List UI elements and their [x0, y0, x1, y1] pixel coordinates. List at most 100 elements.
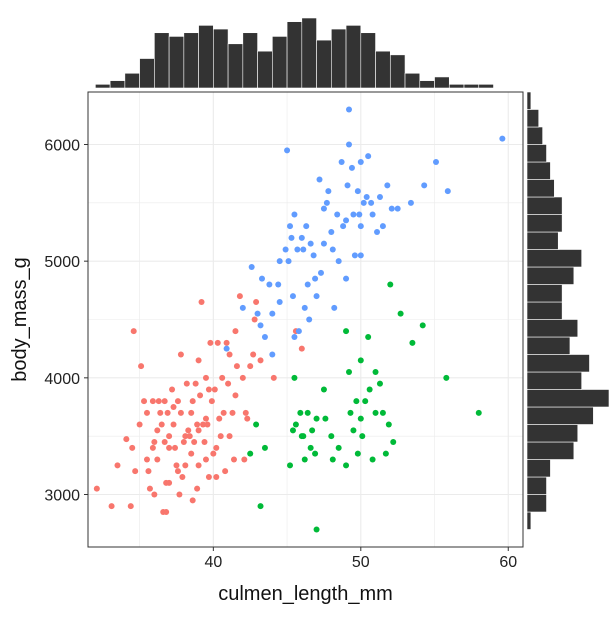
top-histogram-bar [389, 54, 406, 89]
data-point [266, 281, 273, 288]
data-point [257, 503, 264, 510]
data-point [376, 194, 383, 200]
data-point [366, 386, 373, 393]
data-point [359, 433, 366, 440]
data-point [145, 468, 152, 475]
data-point [202, 374, 209, 381]
data-point [379, 223, 386, 230]
data-point [292, 421, 299, 428]
scatter-points [93, 106, 506, 533]
data-point [223, 339, 230, 346]
right-histogram-bar [526, 459, 551, 478]
data-point [114, 462, 121, 469]
data-point [419, 322, 426, 329]
data-point [248, 264, 255, 270]
data-point [312, 450, 319, 457]
right-histogram-bar [526, 511, 532, 530]
data-point [149, 398, 156, 405]
right-histogram-bar [526, 389, 610, 408]
data-point [257, 322, 264, 329]
data-point [357, 223, 364, 230]
data-point [211, 386, 218, 393]
data-point [186, 433, 193, 440]
data-point [204, 421, 211, 428]
data-point [356, 211, 363, 218]
data-point [307, 240, 314, 247]
data-point [170, 404, 177, 410]
right-histogram-bar [526, 214, 563, 233]
data-point [322, 415, 329, 422]
data-point [295, 328, 302, 335]
data-point [374, 229, 381, 235]
data-point [154, 427, 161, 434]
data-point [289, 427, 296, 434]
data-point [170, 421, 177, 428]
data-point [421, 182, 428, 189]
data-point [164, 409, 171, 416]
x-tick-label: 60 [499, 554, 517, 571]
data-point [173, 462, 180, 469]
data-point [338, 159, 345, 165]
data-point [362, 398, 369, 405]
data-point [499, 135, 506, 142]
x-tick-label: 40 [204, 554, 222, 571]
data-point [297, 409, 304, 416]
data-point [300, 246, 307, 253]
data-point [138, 363, 145, 370]
right-histogram-bar [526, 179, 555, 198]
y-axis-label: body_mass_g [9, 257, 31, 382]
data-point [161, 439, 168, 445]
data-point [347, 409, 354, 416]
data-point [270, 374, 277, 381]
data-point [269, 351, 276, 358]
right-histogram-bar [526, 336, 571, 355]
data-point [376, 380, 383, 387]
data-point [214, 339, 221, 346]
data-point [250, 351, 257, 358]
top-histogram-bar [95, 84, 111, 89]
data-point [369, 211, 376, 218]
data-point [350, 211, 357, 218]
data-point [232, 392, 239, 399]
data-point [372, 409, 379, 416]
data-point [257, 357, 264, 364]
data-point [344, 182, 351, 189]
data-point [201, 439, 208, 445]
data-point [188, 450, 195, 457]
data-point [261, 444, 268, 451]
right-histogram-bar [526, 406, 594, 425]
data-point [310, 252, 317, 259]
right-histogram-bar [526, 441, 575, 460]
data-point [183, 380, 190, 387]
top-histogram-bar [448, 84, 465, 89]
data-point [261, 334, 268, 340]
data-point [149, 444, 156, 451]
data-point [225, 380, 232, 387]
top-histogram-bar [242, 32, 258, 89]
top-histogram-bar [345, 25, 362, 89]
data-point [348, 164, 355, 171]
data-point [346, 141, 352, 148]
data-point [254, 310, 261, 317]
data-point [195, 427, 202, 434]
data-point [172, 444, 178, 451]
x-axis: 40 50 60 [204, 547, 517, 571]
data-point [244, 415, 251, 422]
data-point [306, 316, 313, 323]
data-point [328, 229, 335, 235]
data-point [397, 310, 404, 317]
data-point [129, 444, 136, 451]
data-point [313, 415, 320, 422]
data-point [191, 439, 198, 445]
plot-panel-border [87, 91, 524, 548]
data-point [301, 456, 308, 463]
data-point [220, 409, 227, 416]
data-point [141, 398, 148, 405]
data-point [241, 456, 248, 463]
y-tick-label: 6000 [44, 138, 80, 155]
data-point [351, 252, 358, 259]
data-point [161, 398, 168, 405]
data-point [301, 304, 308, 311]
data-point [368, 199, 375, 206]
top-histogram-bar [301, 17, 317, 89]
